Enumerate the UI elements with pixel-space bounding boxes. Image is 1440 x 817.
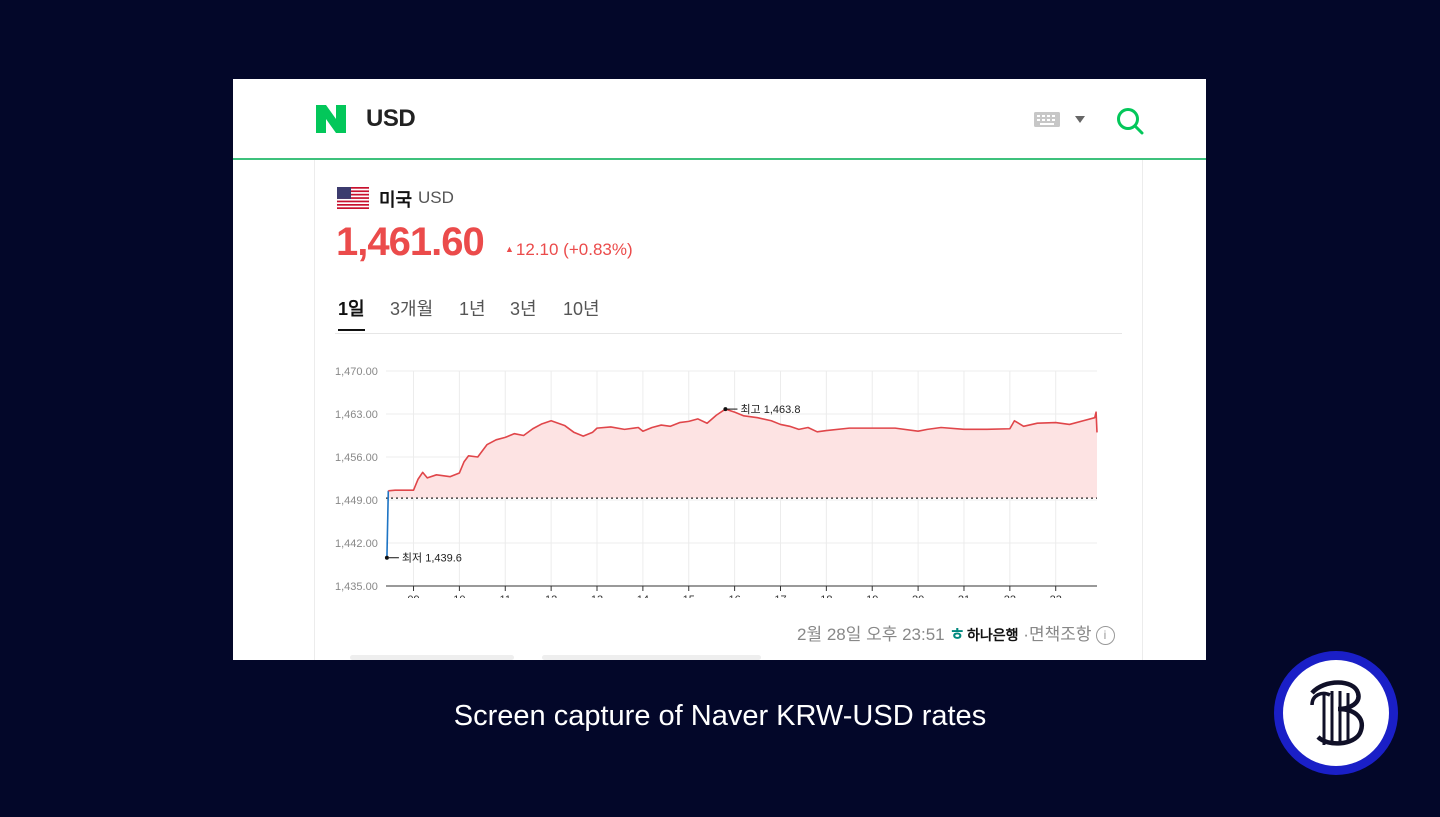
hana-bank-logo-icon: ㅎ: [949, 625, 966, 644]
tab-1-year[interactable]: 1년: [459, 299, 486, 319]
disclaimer-link[interactable]: 면책조항: [1028, 625, 1092, 644]
x-tick-label: 12: [545, 594, 557, 598]
y-tick-label: 1,442.00: [335, 538, 378, 550]
chart-footer: 2월 28일 오후 23:51 ㅎ 하나은행 ·면책조항 i: [797, 620, 1115, 646]
next-section-peek: [542, 655, 761, 660]
search-query[interactable]: USD: [366, 105, 416, 132]
exchange-rate-chart[interactable]: 1,470.00 1,463.00 1,456.00 1,449.00 1,442.00…: [332, 348, 1142, 598]
source-bank: 하나은행: [967, 627, 1019, 643]
next-section-peek: [350, 655, 514, 660]
search-header: USD: [233, 79, 1206, 160]
update-timestamp: 2월 28일 오후 23:51: [797, 625, 945, 644]
high-point-label: 최고 1,463.8: [740, 403, 800, 416]
separator-dot: ·: [1023, 625, 1029, 644]
chevron-down-icon[interactable]: [1075, 116, 1085, 123]
x-tick-label: 13: [591, 594, 603, 598]
x-tick-label: 16: [728, 594, 740, 598]
x-tick-label: 10: [453, 594, 465, 598]
naver-logo-icon[interactable]: [316, 105, 346, 133]
keyboard-icon[interactable]: [1034, 112, 1060, 127]
x-tick-label: 22: [1004, 594, 1016, 598]
us-flag-icon: [337, 187, 369, 209]
y-tick-label: 1,435.00: [335, 581, 378, 593]
series-fill-area: [388, 409, 1097, 499]
opening-segment-line: [386, 490, 390, 558]
x-tick-label: 21: [958, 594, 970, 598]
high-point-marker: [723, 407, 728, 412]
series-line: [388, 408, 1098, 492]
y-tick-label: 1,470.00: [335, 366, 378, 378]
info-icon[interactable]: i: [1095, 626, 1115, 645]
up-arrow-icon: ▲: [505, 244, 514, 254]
x-tick-label: 14: [637, 594, 649, 598]
low-point-marker: [384, 555, 389, 560]
y-tick-label: 1,463.00: [335, 409, 378, 421]
x-tick-label: 11: [500, 594, 511, 598]
period-tabs: 1일 3개월 1년 3년 10년: [335, 295, 1122, 334]
x-tick-label: 19: [866, 594, 878, 598]
x-tick-label: 18: [820, 594, 832, 598]
tab-1-day[interactable]: 1일: [338, 295, 365, 331]
rate-change-value: 12.10 (+0.83%): [515, 240, 633, 259]
tab-10-years[interactable]: 10년: [563, 299, 600, 319]
image-caption: Screen capture of Naver KRW-USD rates: [453, 700, 987, 732]
rate-change: ▲ 12.10 (+0.83%): [505, 240, 633, 260]
x-tick-label: 09: [407, 594, 419, 598]
y-tick-label: 1,449.00: [335, 495, 378, 507]
tab-3-months[interactable]: 3개월: [390, 299, 434, 319]
naver-search-card: USD: [233, 79, 1206, 660]
search-icon[interactable]: [1116, 107, 1144, 135]
low-point-label: 최저 1,439.6: [402, 552, 462, 565]
x-tick-label: 20: [912, 594, 924, 598]
y-tick-label: 1,456.00: [335, 452, 378, 464]
exchange-rate-panel: 미국 USD 1,461.60 ▲ 12.10 (+0.83%) 1일 3개월 1…: [314, 160, 1143, 660]
x-tick-label: 17: [774, 594, 786, 598]
currency-code: USD: [418, 188, 454, 207]
tab-3-years[interactable]: 3년: [510, 299, 537, 319]
country-name: 미국: [379, 190, 413, 210]
exchange-rate-value: 1,461.60: [336, 220, 485, 264]
publication-logo-icon: [1274, 651, 1398, 775]
x-tick-label: 15: [683, 594, 695, 598]
x-tick-label: 23: [1050, 594, 1062, 598]
